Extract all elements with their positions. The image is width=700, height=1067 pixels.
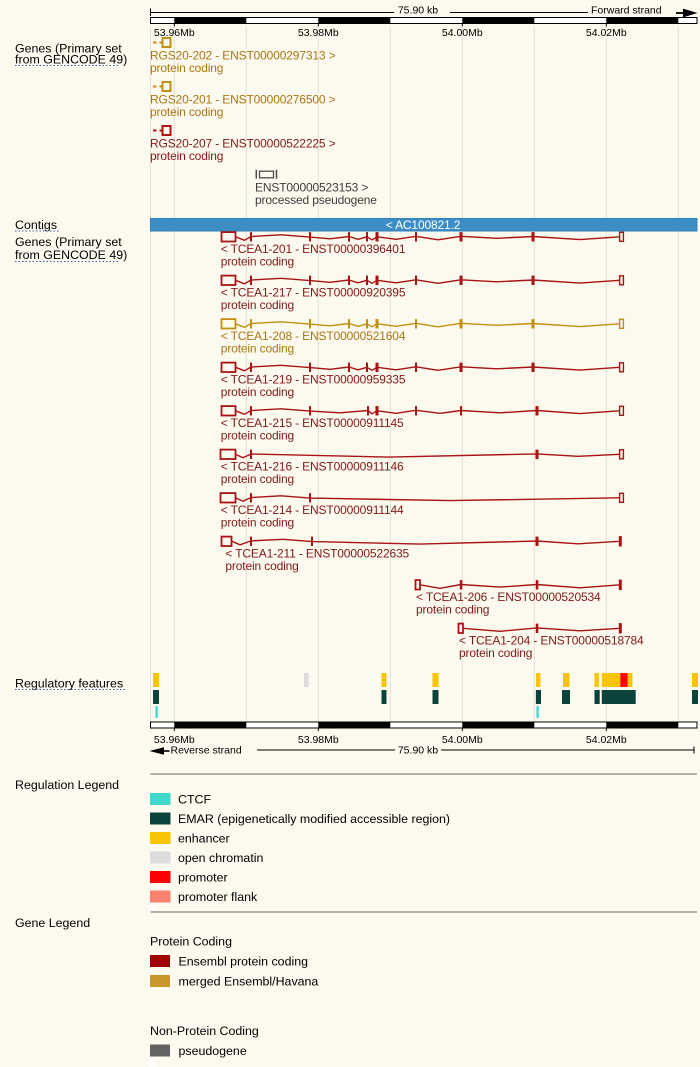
svg-text:protein coding: protein coding [221, 255, 294, 269]
svg-text:75.90 kb: 75.90 kb [398, 745, 438, 757]
svg-text:enhancer: enhancer [178, 832, 230, 846]
svg-text:from GENCODE 49): from GENCODE 49) [15, 53, 127, 67]
svg-text:pseudogene: pseudogene [179, 1044, 247, 1058]
svg-text:Contigs: Contigs [15, 218, 57, 232]
svg-text:< TCEA1-215 - ENST00000911145: < TCEA1-215 - ENST00000911145 [221, 416, 404, 430]
svg-text:protein coding: protein coding [221, 342, 294, 356]
svg-text:Genes (Primary set: Genes (Primary set [15, 235, 122, 249]
svg-text:54.02Mb: 54.02Mb [586, 734, 627, 746]
svg-text:< TCEA1-214 - ENST00000911144: < TCEA1-214 - ENST00000911144 [221, 503, 404, 517]
svg-text:< TCEA1-208 - ENST00000521604: < TCEA1-208 - ENST00000521604 [221, 329, 406, 343]
svg-text:protein coding: protein coding [225, 559, 298, 573]
svg-text:54.00Mb: 54.00Mb [442, 27, 483, 39]
svg-text:protein coding: protein coding [150, 61, 223, 75]
svg-text:54.00Mb: 54.00Mb [442, 734, 483, 746]
svg-text:Regulation Legend: Regulation Legend [15, 778, 119, 792]
svg-text:< TCEA1-217 - ENST00000920395: < TCEA1-217 - ENST00000920395 [221, 285, 406, 299]
svg-text:75.90 kb: 75.90 kb [398, 5, 438, 17]
svg-text:processed pseudogene: processed pseudogene [255, 193, 377, 207]
svg-text:Forward strand: Forward strand [591, 5, 662, 17]
svg-text:< TCEA1-201 - ENST00000396401: < TCEA1-201 - ENST00000396401 [221, 242, 406, 256]
svg-text:protein coding: protein coding [150, 105, 223, 119]
svg-text:Ensembl protein coding: Ensembl protein coding [179, 955, 309, 969]
svg-text:< TCEA1-204 - ENST00000518784: < TCEA1-204 - ENST00000518784 [459, 633, 644, 647]
svg-text:53.96Mb: 53.96Mb [154, 734, 195, 746]
svg-text:open chromatin: open chromatin [178, 851, 264, 865]
svg-text:< TCEA1-216 - ENST00000911146: < TCEA1-216 - ENST00000911146 [221, 459, 404, 473]
svg-text:protein coding: protein coding [150, 149, 223, 163]
svg-text:< TCEA1-206 - ENST00000520534: < TCEA1-206 - ENST00000520534 [416, 590, 601, 604]
svg-text:Genes (Primary set: Genes (Primary set [15, 42, 122, 56]
svg-text:54.02Mb: 54.02Mb [586, 27, 627, 39]
svg-text:protein coding: protein coding [221, 516, 294, 530]
svg-text:RGS20-201 - ENST00000276500 >: RGS20-201 - ENST00000276500 > [150, 93, 336, 107]
svg-text:promoter flank: promoter flank [178, 890, 258, 904]
svg-text:from GENCODE 49): from GENCODE 49) [15, 248, 127, 262]
svg-text:Regulatory features: Regulatory features [15, 677, 123, 691]
svg-text:< AC100821.2: < AC100821.2 [386, 218, 461, 232]
svg-text:protein coding: protein coding [221, 429, 294, 443]
svg-text:< TCEA1-211 - ENST00000522635: < TCEA1-211 - ENST00000522635 [225, 546, 409, 560]
svg-text:53.98Mb: 53.98Mb [298, 27, 339, 39]
svg-text:ENST00000523153 >: ENST00000523153 > [255, 181, 368, 195]
svg-text:RGS20-207 - ENST00000522225 >: RGS20-207 - ENST00000522225 > [150, 137, 336, 151]
svg-text:Reverse strand: Reverse strand [171, 745, 242, 757]
svg-text:RGS20-202 - ENST00000297313 >: RGS20-202 - ENST00000297313 > [150, 49, 336, 63]
svg-text:Gene Legend: Gene Legend [15, 916, 90, 930]
svg-text:53.98Mb: 53.98Mb [298, 734, 339, 746]
svg-text:promoter: promoter [178, 871, 228, 885]
svg-text:protein coding: protein coding [221, 385, 294, 399]
svg-text:protein coding: protein coding [459, 646, 532, 660]
svg-text:Non-Protein Coding: Non-Protein Coding [150, 1024, 259, 1038]
svg-text:protein coding: protein coding [221, 472, 294, 486]
svg-text:53.96Mb: 53.96Mb [154, 27, 195, 39]
svg-text:EMAR (epigenetically modified: EMAR (epigenetically modified accessible… [178, 812, 450, 826]
svg-text:< TCEA1-219 - ENST00000959335: < TCEA1-219 - ENST00000959335 [221, 372, 406, 386]
svg-text:CTCF: CTCF [178, 793, 211, 807]
svg-text:merged Ensembl/Havana: merged Ensembl/Havana [179, 975, 319, 989]
svg-text:protein coding: protein coding [221, 298, 294, 312]
svg-text:protein coding: protein coding [416, 603, 489, 617]
svg-text:Protein Coding: Protein Coding [150, 935, 232, 949]
